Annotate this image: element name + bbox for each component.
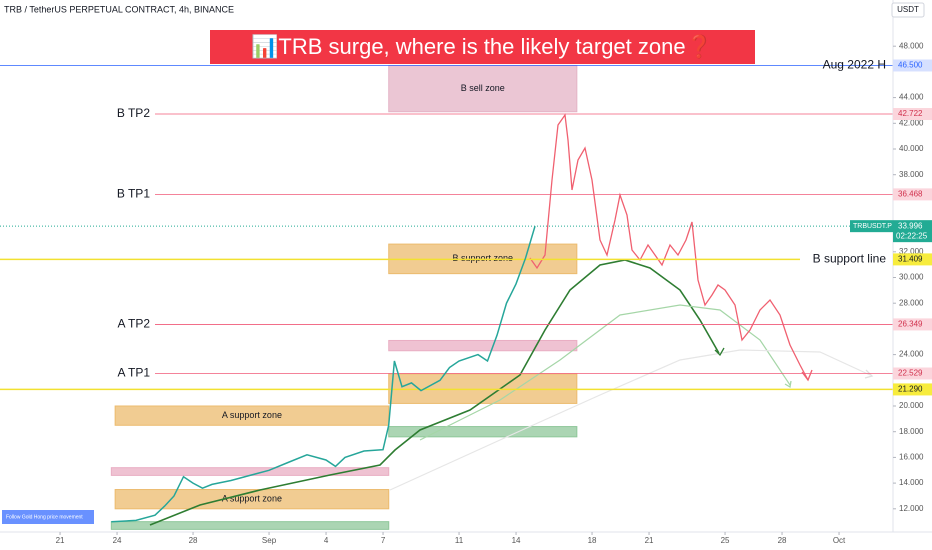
x-tick-label: 24 bbox=[113, 536, 122, 545]
title-banner bbox=[210, 30, 755, 64]
price-tag bbox=[893, 383, 932, 396]
price-tag bbox=[893, 367, 932, 380]
y-tick-label: 30.000 bbox=[899, 273, 924, 282]
y-tick-label: 38.000 bbox=[899, 170, 924, 179]
y-tick-label: 28.000 bbox=[899, 298, 924, 307]
zone bbox=[388, 64, 578, 113]
zone bbox=[114, 405, 390, 426]
price-tag bbox=[893, 318, 932, 331]
y-tick-label: 18.000 bbox=[899, 427, 924, 436]
y-tick-label: 44.000 bbox=[899, 93, 924, 102]
x-tick-label: 28 bbox=[778, 536, 787, 545]
symbol-label: TRBUSDT.P bbox=[853, 223, 892, 230]
x-tick-label: 21 bbox=[56, 536, 65, 545]
symbol-tag bbox=[850, 220, 893, 233]
price-tag-label: 42.722 bbox=[898, 109, 923, 118]
level-label: Aug 2022 H bbox=[823, 58, 886, 72]
currency-box bbox=[891, 2, 925, 18]
chart-title: 📊TRB surge, where is the likely target z… bbox=[251, 34, 713, 59]
y-tick-label: 40.000 bbox=[899, 144, 924, 153]
last-price-label: 33.996 bbox=[898, 221, 923, 230]
level-label: B TP2 bbox=[117, 106, 150, 120]
y-tick-label: 48.000 bbox=[899, 41, 924, 50]
y-tick-label: 12.000 bbox=[899, 504, 924, 513]
price-tag-label: 26.349 bbox=[898, 320, 923, 329]
price-tag bbox=[893, 253, 932, 266]
moving-average bbox=[419, 304, 791, 441]
price-tag-label: 36.468 bbox=[898, 189, 923, 198]
y-tick-label: 42.000 bbox=[899, 118, 924, 127]
zone bbox=[388, 373, 578, 404]
projection-path bbox=[529, 113, 809, 381]
level-label: B TP1 bbox=[117, 187, 150, 201]
level-label: B support line bbox=[813, 252, 887, 266]
x-tick-label: 18 bbox=[588, 536, 597, 545]
zone-label: A support zone bbox=[222, 410, 282, 420]
levels: Aug 2022 H B TP2 B TP1 B support line A TP2 A… bbox=[0, 58, 893, 391]
symbol-header: TRB / TetherUS PERPETUAL CONTRACT, 4h, B… bbox=[4, 4, 234, 14]
series bbox=[111, 225, 536, 523]
zone bbox=[110, 521, 390, 530]
zone bbox=[388, 426, 578, 438]
x-tick-label: 7 bbox=[381, 536, 386, 545]
price-tag-label: 31.409 bbox=[898, 255, 923, 264]
price-tag-label: 22.529 bbox=[898, 369, 923, 378]
arrow-head bbox=[864, 369, 874, 379]
arrow-head bbox=[714, 347, 725, 357]
y-tick-label: 14.000 bbox=[899, 478, 924, 487]
watermark: Follow Gold Hong price movement bbox=[6, 514, 83, 520]
countdown: 02:22:25 bbox=[896, 231, 928, 240]
price-tag-label: 46.500 bbox=[898, 61, 923, 70]
zone-label: B support zone bbox=[453, 253, 514, 263]
x-tick-label: 25 bbox=[721, 536, 730, 545]
x-tick-label: 4 bbox=[324, 536, 329, 545]
drawings bbox=[149, 113, 874, 526]
zone-label: B sell zone bbox=[461, 83, 505, 93]
price-tag bbox=[893, 188, 932, 201]
x-tick-label: 11 bbox=[455, 536, 464, 545]
last-price-tag bbox=[893, 220, 932, 243]
x-tick-label: 14 bbox=[512, 536, 521, 545]
price-line bbox=[111, 225, 536, 523]
moving-average bbox=[149, 259, 721, 526]
x-tick-label: 21 bbox=[645, 536, 654, 545]
moving-average bbox=[389, 349, 871, 491]
y-tick-label: 20.000 bbox=[899, 401, 924, 410]
x-tick-label: Sep bbox=[262, 536, 277, 545]
watermark-box bbox=[2, 510, 94, 524]
y-tick-label: 32.000 bbox=[899, 247, 924, 256]
level-label: A TP2 bbox=[118, 317, 151, 331]
price-tag bbox=[893, 59, 932, 72]
level-label: A TP1 bbox=[118, 366, 151, 380]
price-tag bbox=[893, 108, 932, 121]
price-tag-label: 21.290 bbox=[898, 385, 923, 394]
y-tick-label: 16.000 bbox=[899, 453, 924, 462]
zone bbox=[388, 339, 578, 352]
zone-label: A support zone bbox=[222, 494, 282, 504]
y-tick-label: 24.000 bbox=[899, 350, 924, 359]
currency: USDT bbox=[897, 5, 919, 14]
x-tick-label: 28 bbox=[189, 536, 198, 545]
x-tick-label: Oct bbox=[833, 536, 846, 545]
zone bbox=[114, 489, 390, 510]
arrow-head bbox=[784, 380, 792, 389]
